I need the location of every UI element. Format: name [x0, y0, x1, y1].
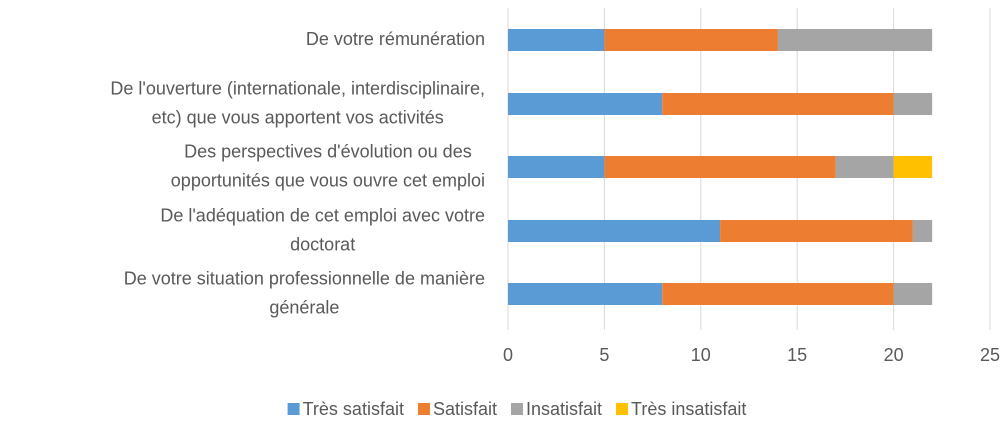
bar-segment [604, 29, 778, 51]
category-label: etc) que vous apportent vos activités [152, 107, 444, 127]
legend-swatch [417, 403, 430, 415]
bar-segment [777, 29, 933, 51]
category-label: De l'ouverture (internationale, interdis… [110, 78, 485, 98]
x-tick-label: 20 [884, 345, 904, 365]
category-label: doctorat [290, 234, 355, 254]
bar-segment [662, 283, 894, 305]
legend-swatch [616, 403, 629, 415]
category-label: De votre situation professionnelle de ma… [124, 268, 485, 288]
category-label: Des perspectives d'évolution ou des [184, 141, 472, 161]
bar-segment [893, 156, 933, 178]
x-tick-label: 5 [599, 345, 609, 365]
category-label: De votre rémunération [306, 29, 485, 49]
bar-segment [835, 156, 894, 178]
x-tick-label: 0 [503, 345, 513, 365]
bar-segment [662, 93, 894, 115]
legend-label: Insatisfait [526, 399, 602, 419]
legend-label: Très satisfait [303, 399, 404, 419]
x-tick-label: 10 [691, 345, 711, 365]
x-tick-label: 25 [980, 345, 1000, 365]
bar-segment [893, 93, 933, 115]
bar-segment [508, 220, 721, 242]
bar-segment [893, 283, 933, 305]
legend-label: Satisfait [433, 399, 497, 419]
bar-segment [604, 156, 836, 178]
bar-segment [912, 220, 933, 242]
x-tick-label: 15 [787, 345, 807, 365]
category-label: générale [269, 297, 339, 317]
bar-segment [720, 220, 913, 242]
legend-swatch [510, 403, 523, 415]
category-label: opportunités que vous ouvre cet emploi [171, 170, 485, 190]
category-label: De l'adéquation de cet emploi avec votre [160, 205, 485, 225]
bar-segment [508, 29, 605, 51]
bar-segment [508, 156, 605, 178]
bar-segment [508, 93, 663, 115]
legend-label: Très insatisfait [631, 399, 746, 419]
legend-swatch [287, 403, 300, 415]
bar-segment [508, 283, 663, 305]
